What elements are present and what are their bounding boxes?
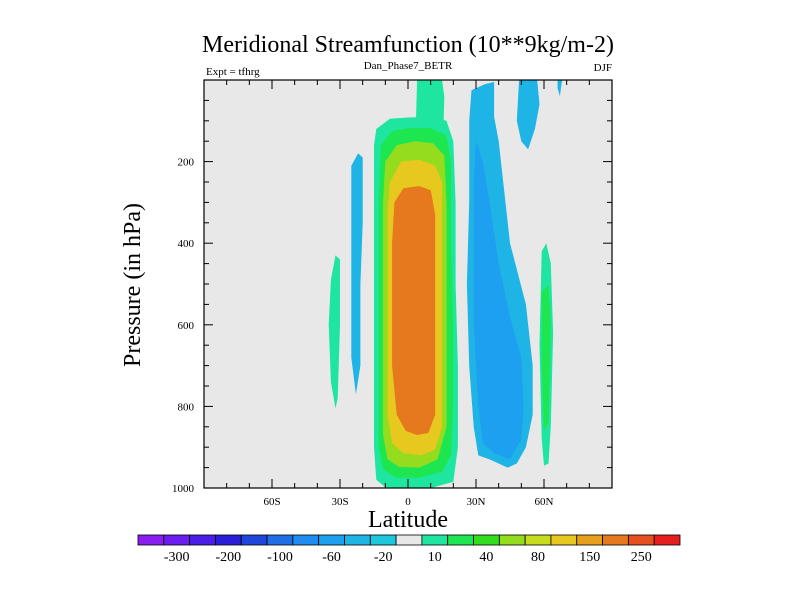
- colorbar-swatch: [266, 534, 294, 546]
- x-tick-label: 0: [405, 496, 411, 508]
- y-tick-label: 600: [178, 320, 195, 332]
- colorbar-label: 150: [579, 550, 600, 565]
- colorbar-swatch: [137, 534, 165, 546]
- colorbar-swatch: [498, 534, 526, 546]
- contour-fill-250: [392, 186, 436, 435]
- contour-fill-neg20-polar-top: [516, 80, 540, 150]
- season-label: DJF: [594, 62, 612, 74]
- colorbar-swatch: [163, 534, 191, 546]
- colorbar-swatch: [421, 534, 449, 546]
- contour-fill-neg20-south: [351, 153, 363, 395]
- colorbar-swatch: [292, 534, 320, 546]
- x-tick-label: 30N: [467, 496, 486, 508]
- colorbar-swatch: [473, 534, 500, 546]
- colorbar-label: -100: [267, 550, 293, 565]
- colorbar-swatch: [318, 534, 345, 546]
- y-axis-label: Pressure (in hPa): [120, 203, 146, 367]
- y-tick-label: 800: [178, 401, 195, 413]
- colorbar-swatch: [627, 534, 655, 546]
- x-tick-label: 30S: [331, 496, 348, 508]
- contour-fill-10-south: [328, 255, 340, 409]
- colorbar-labels: -300 -200 -100 -60 -20 10 40 80 150 250: [164, 550, 652, 565]
- colorbar-swatch: [189, 534, 216, 546]
- y-tick-label: 400: [178, 238, 195, 250]
- colorbar-swatch: [524, 534, 552, 546]
- colorbar-label: 10: [428, 550, 442, 565]
- colorbar-swatch: [447, 534, 474, 546]
- colorbar-label: -300: [164, 550, 190, 565]
- y-tick-labels: 200 400 600 800 1000: [172, 157, 195, 495]
- colorbar-label: 80: [531, 550, 545, 565]
- colorbar-swatch: [240, 534, 268, 546]
- colorbar-label: -200: [215, 550, 241, 565]
- y-tick-label: 1000: [172, 483, 195, 495]
- chart-title: Meridional Streamfunction (10**9kg/m-2): [202, 32, 614, 58]
- colorbar-swatch: [215, 534, 242, 546]
- x-tick-label: 60N: [535, 496, 554, 508]
- colorbar-swatch: [653, 534, 681, 546]
- colorbar-label: -60: [322, 550, 341, 565]
- colorbar-label: 250: [631, 550, 652, 565]
- x-tick-labels: 60S 30S 0 30N 60N: [263, 496, 553, 508]
- colorbar-swatch: [602, 534, 629, 546]
- colorbar: [137, 534, 681, 546]
- colorbar-label: 40: [479, 550, 493, 565]
- contour-fill-neg20-polar-sliver: [557, 80, 563, 97]
- contour-fill-40-north: [541, 284, 551, 431]
- experiment-label: Expt = tfhrg: [206, 66, 260, 78]
- model-label: Dan_Phase7_BETR: [364, 60, 453, 72]
- colorbar-swatch: [550, 534, 578, 546]
- colorbar-swatch: [344, 534, 371, 546]
- colorbar-swatch: [369, 534, 397, 546]
- x-axis-label: Latitude: [368, 507, 448, 533]
- contour-fill-neg60: [473, 141, 524, 460]
- colorbar-swatch: [576, 534, 603, 546]
- plot-frame: [203, 79, 613, 489]
- colorbar-label: -20: [374, 550, 393, 565]
- y-tick-label: 200: [178, 157, 195, 169]
- x-tick-label: 60S: [263, 496, 280, 508]
- contour-fills: [328, 80, 563, 488]
- colorbar-swatch: [395, 534, 423, 546]
